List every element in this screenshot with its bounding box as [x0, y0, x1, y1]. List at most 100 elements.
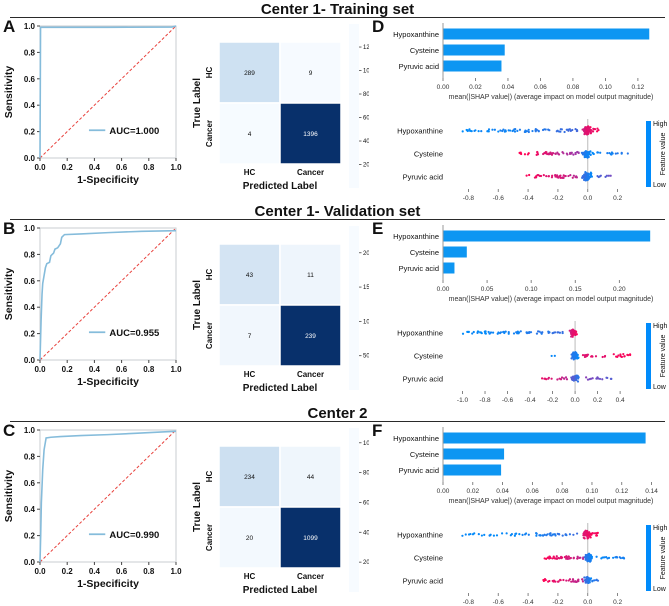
- confusion-matrix-3: 234 44 20 1099 HC Cancer Predicted Label HC Canc…: [192, 428, 369, 596]
- svg-text:0.02: 0.02: [469, 84, 482, 91]
- svg-text:0.6: 0.6: [116, 365, 128, 374]
- svg-text:0.20: 0.20: [613, 286, 626, 293]
- svg-text:43: 43: [246, 272, 254, 279]
- svg-text:Feature value: Feature value: [660, 132, 667, 175]
- svg-text:Pyruvic acid: Pyruvic acid: [403, 374, 443, 383]
- svg-text:Hypoxanthine: Hypoxanthine: [397, 126, 443, 135]
- svg-text:0.08: 0.08: [556, 488, 569, 495]
- shap-beeswarm-e: Hypoxanthine Cysteine Pyruvic acid -1.0 -0.8…: [397, 321, 668, 404]
- svg-text:200: 200: [363, 163, 369, 169]
- svg-text:mean(|SHAP value|) (average im: mean(|SHAP value|) (average impact on mo…: [449, 498, 654, 505]
- svg-text:0.8: 0.8: [24, 48, 36, 57]
- svg-text:0.0: 0.0: [34, 365, 46, 374]
- svg-text:0.04: 0.04: [496, 488, 509, 495]
- svg-text:9: 9: [309, 70, 313, 77]
- svg-text:0.12: 0.12: [632, 84, 645, 91]
- svg-text:0.2: 0.2: [24, 532, 36, 541]
- svg-text:0.2: 0.2: [24, 128, 36, 137]
- shap-panel-f: F Hypoxanthine Cysteine Pyruvic acid 0.00 0.…: [369, 421, 669, 606]
- svg-text:400: 400: [363, 139, 369, 145]
- svg-text:AUC=0.955: AUC=0.955: [109, 328, 160, 339]
- svg-text:Pyruvic acid: Pyruvic acid: [399, 62, 439, 71]
- svg-text:AUC=1.000: AUC=1.000: [109, 126, 159, 137]
- svg-text:-0.8: -0.8: [463, 599, 475, 606]
- svg-text:0.6: 0.6: [24, 479, 36, 488]
- svg-text:0.0: 0.0: [24, 356, 36, 365]
- svg-text:234: 234: [244, 474, 255, 481]
- svg-text:400: 400: [363, 530, 369, 536]
- svg-text:Predicted Label: Predicted Label: [243, 585, 318, 596]
- svg-text:Low: Low: [653, 586, 667, 593]
- svg-text:Hypoxanthine: Hypoxanthine: [393, 232, 439, 241]
- svg-text:0.2: 0.2: [613, 195, 622, 202]
- row-title: Center 1- Training set: [10, 0, 665, 18]
- svg-text:1.0: 1.0: [24, 224, 36, 233]
- svg-text:-0.4: -0.4: [522, 599, 534, 606]
- svg-text:Predicted Label: Predicted Label: [243, 383, 318, 394]
- svg-text:0.0: 0.0: [583, 195, 592, 202]
- svg-text:-0.2: -0.2: [552, 195, 564, 202]
- svg-text:0.2: 0.2: [613, 599, 622, 606]
- svg-text:0.4: 0.4: [24, 505, 36, 514]
- svg-text:0.15: 0.15: [569, 286, 582, 293]
- svg-text:0.0: 0.0: [34, 567, 46, 576]
- panel-letter-e: E: [372, 219, 384, 238]
- confusion-matrix-1: 289 9 4 1396 HC Cancer Predicted Label HC Cancer…: [192, 24, 369, 192]
- svg-text:0.2: 0.2: [62, 365, 74, 374]
- svg-text:100: 100: [363, 319, 369, 325]
- svg-text:Low: Low: [653, 182, 667, 189]
- shap-panel-d: D Hypoxanthine Cysteine Pyruvic acid 0.00 0.…: [369, 17, 669, 202]
- svg-text:Cancer: Cancer: [205, 322, 214, 349]
- svg-text:200: 200: [363, 251, 369, 257]
- svg-text:800: 800: [363, 92, 369, 98]
- svg-text:HC: HC: [244, 370, 256, 379]
- svg-text:Cysteine: Cysteine: [410, 248, 439, 257]
- svg-text:0.6: 0.6: [24, 75, 36, 84]
- svg-text:0.14: 0.14: [645, 488, 658, 495]
- svg-text:0.0: 0.0: [24, 154, 36, 163]
- svg-text:True Label: True Label: [192, 482, 203, 532]
- svg-text:0.05: 0.05: [481, 286, 494, 293]
- shap-bar-chart-e: Hypoxanthine Cysteine Pyruvic acid 0.00 0.05…: [393, 225, 653, 303]
- svg-text:0.8: 0.8: [143, 365, 155, 374]
- svg-text:50: 50: [363, 354, 369, 360]
- svg-text:HC: HC: [205, 67, 214, 79]
- svg-text:mean(|SHAP value|) (average im: mean(|SHAP value|) (average impact on mo…: [449, 94, 654, 101]
- svg-text:1396: 1396: [303, 131, 318, 138]
- svg-text:1099: 1099: [303, 535, 318, 542]
- svg-text:HC: HC: [205, 269, 214, 281]
- svg-text:-0.6: -0.6: [502, 397, 514, 404]
- svg-text:Sensitivity: Sensitivity: [3, 268, 15, 321]
- svg-text:HC: HC: [244, 168, 256, 177]
- svg-text:1.0: 1.0: [170, 365, 182, 374]
- svg-text:HC: HC: [205, 471, 214, 483]
- svg-text:0.02: 0.02: [466, 488, 479, 495]
- svg-text:600: 600: [363, 500, 369, 506]
- svg-text:High: High: [653, 525, 668, 532]
- svg-text:Cysteine: Cysteine: [410, 46, 439, 55]
- svg-text:0.0: 0.0: [571, 397, 580, 404]
- svg-text:0.00: 0.00: [437, 286, 450, 293]
- svg-text:Cancer: Cancer: [205, 120, 214, 147]
- svg-text:-1.0: -1.0: [457, 397, 469, 404]
- svg-text:Cysteine: Cysteine: [410, 450, 439, 459]
- svg-text:0.10: 0.10: [599, 84, 612, 91]
- svg-text:1.0: 1.0: [170, 163, 182, 172]
- roc-chart-c: 0.00.0 0.2 0.2 0.4 0.4 0.6 0.6 0.8 0.8 1.0 1.0 1-Sp…: [3, 426, 182, 590]
- svg-text:0.06: 0.06: [534, 84, 547, 91]
- svg-text:True Label: True Label: [192, 280, 203, 330]
- svg-text:Pyruvic acid: Pyruvic acid: [403, 576, 443, 585]
- svg-text:0.4: 0.4: [89, 365, 101, 374]
- svg-text:0.00: 0.00: [437, 84, 450, 91]
- svg-text:Cancer: Cancer: [205, 524, 214, 551]
- svg-text:7: 7: [248, 333, 252, 340]
- shap-bar-chart-f: Hypoxanthine Cysteine Pyruvic acid 0.00 0.02…: [393, 427, 658, 505]
- svg-text:Feature value: Feature value: [660, 536, 667, 579]
- svg-text:-0.6: -0.6: [493, 195, 505, 202]
- shap-panel-e: E Hypoxanthine Cysteine Pyruvic acid 0.00 0.…: [369, 219, 669, 404]
- svg-text:-0.2: -0.2: [552, 599, 564, 606]
- svg-text:0.8: 0.8: [143, 567, 155, 576]
- svg-text:0.8: 0.8: [24, 250, 36, 259]
- figure-row-center2: Center 2 C 0.0 0.0 0.2 0.2 0.4 0.4 0.6 0.6 0.8 0.…: [0, 404, 669, 606]
- svg-text:AUC=0.990: AUC=0.990: [109, 530, 159, 541]
